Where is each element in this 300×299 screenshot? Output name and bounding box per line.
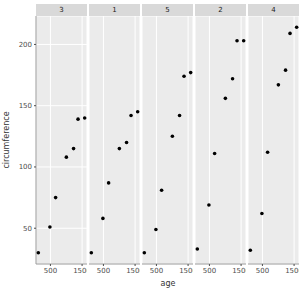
svg-text:1500: 1500 <box>285 267 292 275</box>
svg-text:150: 150 <box>19 102 32 110</box>
svg-text:500: 500 <box>150 267 163 275</box>
svg-text:1500: 1500 <box>73 267 87 275</box>
html-text:2: 2 <box>218 6 223 14</box>
svg-text:1500: 1500 <box>126 267 140 275</box>
svg-text:1500: 1500 <box>179 267 193 275</box>
html-text:circumference: circumference <box>1 111 11 169</box>
svg-text:500: 500 <box>44 267 57 275</box>
svg-text:100: 100 <box>19 163 32 171</box>
html-text:4: 4 <box>271 6 276 14</box>
svg-text:50: 50 <box>23 225 32 233</box>
svg-text:1500: 1500 <box>232 267 246 275</box>
svg-text:500: 500 <box>256 267 269 275</box>
html-text:age: age <box>160 279 176 288</box>
svg-text:200: 200 <box>19 41 32 49</box>
svg-text:500: 500 <box>97 267 110 275</box>
html-text:3: 3 <box>59 6 64 14</box>
svg-text:500: 500 <box>203 267 216 275</box>
html-text:1: 1 <box>112 6 117 14</box>
html-text:5: 5 <box>165 6 170 14</box>
